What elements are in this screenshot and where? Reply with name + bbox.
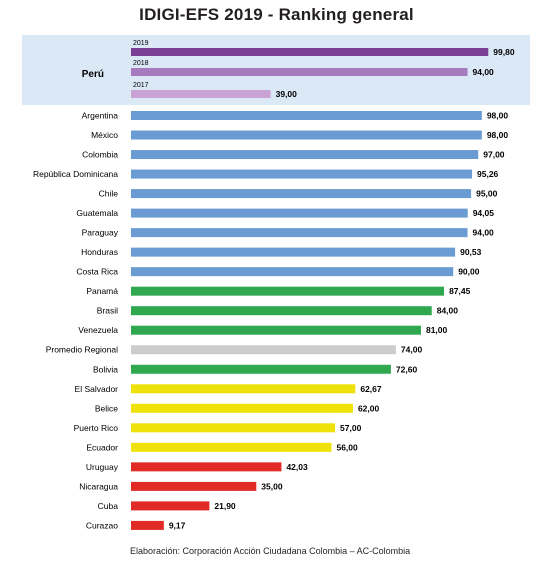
value-label: 56,00 xyxy=(336,442,358,452)
value-label: 57,00 xyxy=(340,423,362,433)
category-label: Cuba xyxy=(98,501,119,511)
category-label: Promedio Regional xyxy=(46,345,118,355)
value-label: 97,00 xyxy=(483,150,505,160)
bar xyxy=(131,267,454,277)
category-label: México xyxy=(91,130,118,140)
value-label: 98,00 xyxy=(487,130,509,140)
category-label: Puerto Rico xyxy=(74,423,119,433)
highlight-bar xyxy=(131,48,489,56)
value-label: 87,45 xyxy=(449,286,471,296)
bar xyxy=(131,325,421,335)
category-label: Panamá xyxy=(86,286,118,296)
value-label: 72,60 xyxy=(396,364,418,374)
category-label: Ecuador xyxy=(86,442,118,452)
highlight-value-label: 99,80 xyxy=(493,47,515,57)
category-label: Paraguay xyxy=(82,228,119,238)
bar xyxy=(131,208,468,218)
bar xyxy=(131,189,472,199)
source-credit: Elaboración: Corporación Acción Ciudadan… xyxy=(130,546,411,556)
bar xyxy=(131,520,164,530)
bar xyxy=(131,501,210,511)
category-label: Brasil xyxy=(97,306,118,316)
bar xyxy=(131,442,332,452)
bar xyxy=(131,345,396,355)
category-label: Bolivia xyxy=(93,364,118,374)
highlight-series-label: 2018 xyxy=(133,60,149,67)
category-label: Costa Rica xyxy=(76,267,118,277)
bar xyxy=(131,247,456,257)
category-label: Chile xyxy=(99,189,119,199)
value-label: 90,00 xyxy=(458,267,480,277)
value-label: 42,03 xyxy=(286,462,308,472)
category-label: Guatemala xyxy=(76,208,118,218)
bar xyxy=(131,150,479,160)
category-label: Venezuela xyxy=(78,325,118,335)
value-label: 94,00 xyxy=(473,228,495,238)
value-label: 62,67 xyxy=(360,384,382,394)
category-label: Colombia xyxy=(82,150,118,160)
highlight-value-label: 94,00 xyxy=(473,67,495,77)
highlight-bar xyxy=(131,68,468,76)
bar xyxy=(131,403,353,413)
chart-title: IDIGI-EFS 2019 - Ranking general xyxy=(139,5,414,24)
bar xyxy=(131,306,432,316)
category-label: El Salvador xyxy=(75,384,119,394)
highlight-bar xyxy=(131,90,271,98)
bar xyxy=(131,423,336,433)
highlight-category-label: Perú xyxy=(82,69,104,80)
value-label: 95,00 xyxy=(476,189,498,199)
bar xyxy=(131,481,257,491)
value-label: 74,00 xyxy=(401,345,423,355)
bar xyxy=(131,364,391,374)
bar xyxy=(131,111,482,120)
value-label: 9,17 xyxy=(169,520,186,530)
category-label: Curazao xyxy=(86,520,118,530)
value-label: 84,00 xyxy=(437,306,459,316)
category-label: Nicaragua xyxy=(79,481,118,491)
value-label: 98,00 xyxy=(487,111,509,121)
bar xyxy=(131,228,468,238)
bar xyxy=(131,384,356,394)
bar xyxy=(131,130,482,140)
value-label: 95,26 xyxy=(477,169,499,179)
value-label: 21,90 xyxy=(214,501,236,511)
bar xyxy=(131,462,282,472)
value-label: 90,53 xyxy=(460,247,482,257)
value-label: 62,00 xyxy=(358,403,380,413)
category-label: Argentina xyxy=(82,111,119,121)
bar xyxy=(131,169,473,179)
highlight-series-label: 2019 xyxy=(133,40,149,47)
category-label: Honduras xyxy=(81,247,118,257)
value-label: 81,00 xyxy=(426,325,448,335)
value-label: 35,00 xyxy=(261,481,283,491)
category-label: Belice xyxy=(95,403,118,413)
highlight-series-label: 2017 xyxy=(133,82,149,89)
bar xyxy=(131,286,445,296)
highlight-value-label: 39,00 xyxy=(276,89,298,99)
value-label: 94,05 xyxy=(473,208,495,218)
category-label: Uruguay xyxy=(86,462,119,472)
category-label: República Dominicana xyxy=(33,169,118,179)
